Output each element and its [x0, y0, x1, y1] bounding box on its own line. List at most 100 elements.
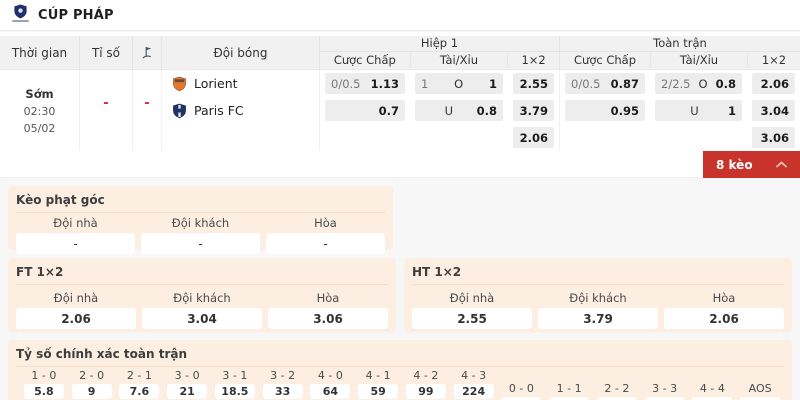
- h1-handicap-away-cell[interactable]: 0.7: [325, 100, 405, 121]
- h1-handicap-home-odds: 1.13: [370, 76, 399, 91]
- score-odds-cell[interactable]: 224: [453, 384, 494, 399]
- score-odds-cell[interactable]: 8.2: [501, 397, 542, 400]
- ft-1x2-col-draw: Hòa: [316, 291, 340, 305]
- score-label: 2 - 2: [604, 382, 630, 395]
- ft-1x2-section-title: FT 1×2: [16, 265, 388, 285]
- score-odds-cell[interactable]: 18.5: [214, 384, 255, 399]
- correct-score-item: 4 - 3 224: [450, 369, 498, 400]
- h1-over-cell[interactable]: 1 O 1: [415, 73, 503, 94]
- ft-1x2-section: FT 1×2 Đội nhà Đội khách Hòa 2.06 3.04 3…: [8, 258, 396, 332]
- match-phase: Sớm: [25, 86, 54, 101]
- home-team-row[interactable]: Lorient: [172, 70, 319, 97]
- ft-1x2-away-cell[interactable]: 3.04: [752, 100, 795, 121]
- ht-1x2-col-away: Đội khách: [569, 291, 627, 305]
- subcol-h1-overunder: Tài/Xỉu: [409, 51, 508, 69]
- score-odds-cell[interactable]: 224: [692, 397, 733, 400]
- correct-score-item: 2 - 2 15: [593, 382, 641, 400]
- corner-away-odds-cell: -: [141, 233, 260, 254]
- score-label: 3 - 1: [222, 369, 248, 382]
- ft-ou-line: 2/2.5: [661, 76, 691, 91]
- correct-score-item: 2 - 1 7.6: [116, 369, 164, 400]
- corner-draw-odds-cell: -: [266, 233, 385, 254]
- correct-score-item: 2 - 0 9: [68, 369, 116, 400]
- h1-1x2-home-cell[interactable]: 2.55: [513, 73, 554, 94]
- ht-1x2-section-title: HT 1×2: [412, 265, 784, 285]
- ft-1x2-draw-odds-cell[interactable]: 3.06: [268, 308, 388, 329]
- score-odds-cell[interactable]: 59: [358, 384, 399, 399]
- correct-score-item: 3 - 3 94: [641, 382, 689, 400]
- subcol-h1-1x2: 1×2: [507, 51, 559, 69]
- ht-1x2-home-odds-cell[interactable]: 2.55: [412, 308, 532, 329]
- col-header-score: Tỉ số: [80, 36, 133, 70]
- ht-1x2-away-odds-cell[interactable]: 3.79: [538, 308, 658, 329]
- more-markets-label: 8 kèo: [716, 157, 753, 172]
- ft-1x2-draw-cell[interactable]: 3.06: [752, 127, 795, 148]
- col-header-time: Thời gian: [0, 36, 80, 70]
- ft-under-cell[interactable]: U 1: [655, 100, 742, 121]
- score-odds-cell[interactable]: 21: [167, 384, 208, 399]
- score-odds-cell[interactable]: 5.8: [23, 384, 64, 399]
- ft-1x2-away-odds-cell[interactable]: 3.04: [142, 308, 262, 329]
- ft-handicap-away-cell[interactable]: 0.95: [565, 100, 645, 121]
- correct-score-item: 3 - 0 21: [163, 369, 211, 400]
- match-date: 05/02: [23, 121, 56, 135]
- home-team-logo-icon: [173, 76, 186, 91]
- chevron-up-icon: [776, 161, 787, 168]
- ft-handicap-home-cell[interactable]: 0/0.5 0.87: [565, 73, 645, 94]
- corner-home-odds-cell: -: [16, 233, 135, 254]
- group-label-fulltime: Toàn trận: [560, 36, 800, 52]
- correct-score-item: AOS 45: [736, 382, 784, 400]
- score-odds-cell[interactable]: 94: [644, 397, 685, 400]
- h1-under-cell[interactable]: U 0.8: [415, 100, 503, 121]
- correct-score-item: 4 - 4 224: [689, 382, 737, 400]
- h1-over-label: O: [454, 76, 464, 91]
- score-odds-cell[interactable]: 5: [549, 397, 590, 400]
- subcol-ft-1x2: 1×2: [747, 51, 800, 69]
- match-time: 02:30: [23, 104, 56, 118]
- odds-table: Thời gian Tỉ số Đội bóng Hiệp 1 Cược Chấ…: [0, 32, 800, 178]
- score-odds-cell[interactable]: 33: [262, 384, 303, 399]
- group-label-half1: Hiệp 1: [320, 36, 559, 52]
- score-odds-cell[interactable]: 99: [405, 384, 446, 399]
- ht-1x2-draw-odds-cell[interactable]: 2.06: [664, 308, 784, 329]
- ft-1x2-home-odds-cell[interactable]: 2.06: [16, 308, 136, 329]
- corner-flag-icon: [133, 36, 162, 70]
- correct-score-section: Tỷ số chính xác toàn trận 1 - 0 5.8 2 - …: [8, 340, 792, 400]
- score-odds-cell[interactable]: 15: [596, 397, 637, 400]
- h1-1x2-draw-cell[interactable]: 2.06: [513, 127, 554, 148]
- score-odds-cell[interactable]: 45: [740, 397, 781, 400]
- h1-1x2-away-cell[interactable]: 3.79: [513, 100, 554, 121]
- subcol-ft-overunder: Tài/Xỉu: [650, 51, 747, 69]
- league-badge-icon: [12, 4, 29, 26]
- score-label: 3 - 0: [174, 369, 200, 382]
- more-markets-button[interactable]: 8 kèo: [703, 151, 800, 178]
- league-header: CÚP PHÁP: [0, 0, 800, 31]
- home-team-name: Lorient: [194, 76, 238, 91]
- ft-over-cell[interactable]: 2/2.5 O 0.8: [655, 73, 742, 94]
- away-team-row[interactable]: Paris FC: [172, 97, 319, 124]
- score-label: 4 - 0: [317, 369, 343, 382]
- score-odds-cell[interactable]: 7.6: [119, 384, 160, 399]
- score-label: 4 - 4: [699, 382, 725, 395]
- score-odds-cell[interactable]: 64: [310, 384, 351, 399]
- ft-over-odds: 0.8: [715, 76, 736, 91]
- ft-1x2-home-cell[interactable]: 2.06: [752, 73, 795, 94]
- correct-score-title: Tỷ số chính xác toàn trận: [16, 347, 784, 367]
- ht-1x2-col-home: Đội nhà: [449, 291, 495, 305]
- ft-under-label: U: [690, 103, 699, 118]
- away-team-name: Paris FC: [194, 103, 244, 118]
- h1-handicap-home-cell[interactable]: 0/0.5 1.13: [325, 73, 405, 94]
- subcol-h1-handicap: Cược Chấp: [333, 53, 396, 68]
- score-label: 4 - 2: [413, 369, 439, 382]
- score-odds-cell[interactable]: 9: [71, 384, 112, 399]
- h1-under-label: U: [444, 103, 454, 118]
- ht-1x2-section: HT 1×2 Đội nhà Đội khách Hòa 2.55 3.79 2…: [404, 258, 792, 332]
- corner-col-draw: Hòa: [314, 216, 337, 230]
- h1-over-odds: 1: [488, 76, 497, 91]
- score-label: AOS: [748, 382, 772, 395]
- league-title: CÚP PHÁP: [38, 7, 114, 23]
- group-header-fulltime: Toàn trận Cược Chấp Tài/Xỉu 1×2: [560, 36, 800, 69]
- ft-under-odds: 1: [727, 103, 736, 118]
- teams-cell: Lorient Paris FC: [162, 70, 320, 151]
